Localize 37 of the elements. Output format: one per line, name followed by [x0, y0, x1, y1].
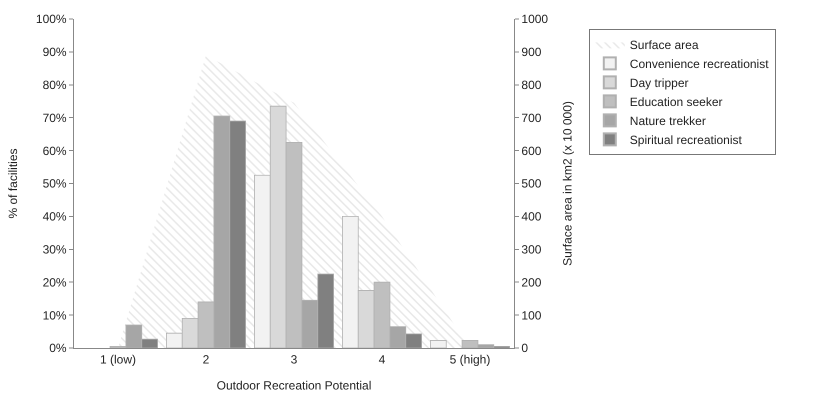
y-tick-label: 0% [49, 341, 67, 356]
y2-tick-label: 300 [521, 242, 542, 256]
legend-label: Nature trekker [630, 114, 706, 128]
y2-tick-label: 400 [521, 210, 542, 224]
x-tick-label: 5 (high) [450, 352, 490, 366]
x-tick-label: 4 [378, 352, 386, 366]
y-tick-label: 30% [42, 242, 67, 256]
legend-label: Surface area [630, 38, 699, 52]
y2-tick-label: 0 [521, 341, 528, 356]
y-tick-label: 90% [42, 45, 67, 60]
x-axis-title: Outdoor Recreation Potential [216, 378, 372, 392]
legend-label: Day tripper [630, 76, 688, 90]
y2-tick-label: 600 [521, 144, 542, 158]
bar [430, 340, 447, 348]
y-tick-label: 70% [42, 110, 67, 125]
x-tick-label: 2 [202, 352, 210, 366]
y2-tick-label: 700 [521, 110, 542, 125]
y-tick-label: 60% [42, 144, 67, 158]
x-tick-label: 3 [290, 352, 298, 366]
y2-tick-label: 100 [521, 308, 542, 322]
x-tick-label: 1 (low) [100, 352, 136, 366]
y2-tick-label: 800 [521, 78, 542, 92]
y2-axis-title: Surface area in km2 (x 10 000) [560, 101, 574, 266]
y2-tick-label: 900 [521, 45, 542, 60]
y-tick-label: 40% [42, 210, 67, 224]
y-tick-label: 80% [42, 78, 67, 92]
y2-tick-label: 1000 [521, 12, 548, 26]
legend-label: Education seeker [630, 95, 723, 110]
legend-label: Spiritual recreationist [630, 133, 743, 148]
y-tick-label: 50% [42, 176, 67, 191]
y-tick-label: 20% [42, 275, 67, 290]
y2-tick-label: 200 [521, 275, 542, 290]
legend-label: Convenience recreationist [630, 57, 770, 72]
y-tick-label: 10% [42, 308, 67, 322]
y-axis-title: % of facilities [6, 148, 20, 219]
y2-tick-label: 500 [521, 176, 542, 191]
y-tick-label: 100% [36, 12, 67, 26]
